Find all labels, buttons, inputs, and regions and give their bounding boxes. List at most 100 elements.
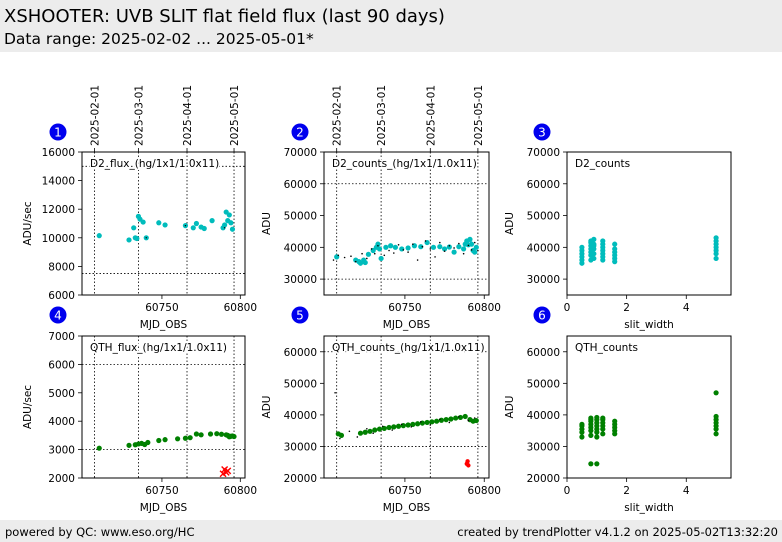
- data-point: [473, 241, 476, 244]
- data-point: [218, 431, 225, 437]
- data-point: [391, 429, 394, 431]
- plot-frame: [323, 335, 490, 479]
- data-point: [383, 244, 389, 250]
- data-point: [600, 238, 606, 244]
- y-tick-label: 5000: [48, 388, 75, 400]
- y-axis-label: ADU: [261, 212, 273, 235]
- x-tick-label: 2: [623, 302, 630, 314]
- y-tick-label: 7000: [48, 331, 75, 343]
- data-point: [228, 220, 234, 226]
- panel-number: 3: [538, 126, 546, 140]
- data-point: [357, 260, 364, 266]
- data-point: [429, 419, 435, 425]
- data-point: [338, 432, 345, 438]
- data-point: [145, 237, 147, 239]
- y-tick-label: 14000: [42, 176, 75, 188]
- data-point: [223, 227, 226, 229]
- data-point: [399, 246, 405, 252]
- y-tick-label: 60000: [284, 179, 317, 191]
- data-point: [467, 419, 470, 422]
- y-tick-label: 30000: [284, 441, 317, 453]
- data-point: [365, 251, 372, 257]
- chart-panel-3: [533, 123, 732, 299]
- data-point: [461, 246, 467, 252]
- data-point: [377, 244, 379, 247]
- data-point: [477, 249, 479, 252]
- data-point: [393, 252, 395, 254]
- y-tick-label: 40000: [527, 242, 560, 254]
- y-tick-label: 40000: [284, 242, 317, 254]
- x-tick-label: 4: [683, 302, 690, 314]
- data-point: [354, 260, 357, 263]
- data-point: [434, 418, 440, 424]
- data-point: [131, 225, 137, 231]
- y-tick-label: 6000: [48, 359, 75, 371]
- data-point: [162, 222, 168, 228]
- data-point: [713, 413, 719, 420]
- data-point: [462, 252, 465, 255]
- data-point: [343, 256, 346, 259]
- footer-created-by: created by trendPlotter v4.1.2 on 2025-0…: [457, 525, 778, 539]
- y-tick-label: 40000: [527, 410, 560, 422]
- x-tick-label: 60750: [388, 302, 421, 314]
- panel-label: D2_counts: [575, 158, 630, 170]
- y-tick-label: 12000: [42, 204, 75, 216]
- data-point: [126, 442, 132, 448]
- data-point: [429, 248, 432, 250]
- panel-label: D2_counts_(hg/1x1/1.0x11): [332, 158, 477, 170]
- data-point: [594, 434, 600, 440]
- data-point: [348, 430, 351, 433]
- data-point: [140, 219, 146, 225]
- data-point: [473, 244, 479, 250]
- chart-panel-2: [291, 123, 490, 299]
- data-range-subtitle: Data range: 2025-02-02 ... 2025-05-01*: [4, 30, 314, 48]
- data-point: [451, 249, 457, 255]
- data-point: [424, 240, 427, 242]
- data-point: [162, 437, 168, 443]
- y-tick-label: 70000: [527, 147, 560, 159]
- y-tick-label: 50000: [527, 211, 560, 223]
- data-point: [713, 255, 719, 262]
- data-point: [458, 242, 460, 245]
- x-tick-label: 60800: [468, 302, 501, 314]
- data-point: [410, 421, 416, 427]
- data-point: [96, 233, 102, 239]
- data-point: [190, 225, 196, 231]
- y-tick-label: 60000: [284, 347, 317, 359]
- data-point: [588, 415, 594, 421]
- data-point: [187, 435, 193, 441]
- chart-panel-4: [49, 306, 246, 482]
- data-point: [182, 435, 189, 441]
- data-point: [400, 423, 403, 426]
- date-tick-label: 2025-03-01: [133, 85, 145, 146]
- data-point: [367, 428, 373, 434]
- x-tick-label: 60750: [145, 302, 178, 314]
- data-point: [612, 246, 618, 252]
- report-header: XSHOOTER: UVB SLIT flat field flux (last…: [0, 0, 782, 52]
- y-axis-label: ADU/sec: [22, 201, 34, 245]
- y-tick-label: 70000: [284, 147, 317, 159]
- panel-number-badge: [49, 306, 67, 324]
- data-point: [405, 245, 411, 251]
- data-point: [419, 421, 422, 423]
- data-point: [376, 246, 383, 252]
- data-point: [591, 251, 597, 257]
- y-tick-label: 3000: [48, 445, 75, 457]
- data-point: [421, 245, 424, 248]
- data-point: [376, 426, 383, 432]
- data-point: [448, 416, 454, 422]
- x-tick-label: 2: [623, 485, 630, 497]
- panel-number-badge: [49, 123, 67, 141]
- x-axis-label: slit_width: [624, 319, 674, 331]
- data-point: [448, 421, 451, 424]
- data-point: [226, 212, 232, 218]
- data-point: [184, 224, 187, 227]
- data-point: [388, 243, 394, 249]
- data-point: [443, 417, 449, 423]
- data-point: [439, 241, 441, 244]
- data-point: [356, 436, 359, 438]
- y-tick-label: 30000: [527, 274, 560, 286]
- data-point: [467, 244, 470, 247]
- y-tick-label: 2000: [48, 473, 75, 485]
- data-point: [448, 244, 451, 247]
